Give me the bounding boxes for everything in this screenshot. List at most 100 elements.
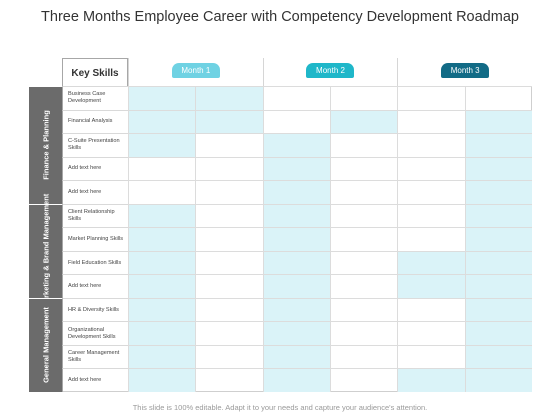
timeline-cell [195,109,263,134]
timeline-cell [397,227,465,251]
timeline-cell [128,86,196,110]
timeline-cell [464,109,532,134]
timeline-cell [464,274,532,298]
timeline-cell [330,203,398,228]
timeline-cell [195,156,263,181]
timeline-cell [397,203,465,228]
timeline-cell [262,109,330,134]
timeline-cell [195,86,263,110]
group-band: General Management [29,297,62,392]
timeline-cell [464,133,532,157]
timeline-cell [397,180,465,204]
roadmap-board: Key Skills Month 1 Month 2 Month 3 Finance … [29,58,532,392]
skill-cell: Add text here [62,368,128,392]
timeline-cell [330,274,398,298]
timeline-cell [262,86,330,110]
timeline-cell [128,274,196,298]
timeline-cell [464,344,532,369]
group-label: Marketing & Brand Management [41,193,50,309]
month-tab-3[interactable]: Month 3 [441,63,490,78]
skill-cell: Business Case Development [62,86,128,110]
timeline-cell [464,203,532,228]
timeline-cell [330,250,398,275]
timeline-cell [330,297,398,322]
timeline-cell [195,203,263,228]
timeline-cell [128,133,196,157]
timeline-cell [195,297,263,322]
timeline-cell [195,368,263,392]
timeline-cell [397,133,465,157]
timeline-cell [128,227,196,251]
group-band: Marketing & Brand Management [29,194,62,309]
timeline-cell [330,344,398,369]
timeline-cell [330,109,398,134]
timeline-cell [195,250,263,275]
month-header-3: Month 3 [397,58,532,86]
key-skills-header: Key Skills [62,58,128,86]
timeline-cell [262,297,330,322]
timeline-cell [464,86,532,110]
timeline-cell [128,109,196,134]
timeline-cell [464,180,532,204]
timeline-cell [262,250,330,275]
timeline-cell [464,250,532,275]
skill-cell: Add text here [62,156,128,181]
timeline-cell [464,297,532,322]
timeline-cell [128,250,196,275]
timeline-cell [262,203,330,228]
timeline-cell [397,156,465,181]
timeline-cell [195,133,263,157]
skill-cell: Organizational Development Skills [62,321,128,345]
footer-note: This slide is 100% editable. Adapt it to… [132,403,428,412]
skill-cell: Add text here [62,274,128,298]
timeline-cell [195,180,263,204]
skill-cell: Career Management Skills [62,344,128,369]
timeline-cell [195,321,263,345]
timeline-cell [397,109,465,134]
timeline-cell [262,274,330,298]
timeline-cell [397,86,465,110]
group-band: Finance & Planning [29,86,62,204]
timeline-cell [397,297,465,322]
group-label: General Management [41,307,50,384]
skill-cell: HR & Diversity Skills [62,297,128,322]
timeline-cell [262,321,330,345]
timeline-cell [128,180,196,204]
timeline-cell [128,321,196,345]
timeline-cell [262,344,330,369]
timeline-cell [464,321,532,345]
timeline-cell [195,227,263,251]
timeline-cell [262,133,330,157]
timeline-cell [397,321,465,345]
timeline-cell [397,274,465,298]
timeline-cell [195,344,263,369]
timeline-cell [262,227,330,251]
timeline-cell [464,156,532,181]
skill-cell: Field Education Skills [62,250,128,275]
timeline-cell [330,180,398,204]
timeline-cell [330,156,398,181]
skill-cell: Market Planning Skills [62,227,128,251]
timeline-cell [397,368,465,392]
month-tab-2[interactable]: Month 2 [306,63,355,78]
timeline-cell [330,133,398,157]
key-skills-label: Key Skills [71,68,119,79]
month-tab-1[interactable]: Month 1 [171,63,220,78]
timeline-cell [128,156,196,181]
timeline-cell [397,344,465,369]
timeline-cell [397,250,465,275]
skill-cell: Financial Analysis [62,109,128,134]
timeline-cell [195,274,263,298]
skill-cell: C-Suite Presentation Skills [62,133,128,157]
month-header-2: Month 2 [262,58,398,86]
group-label: Finance & Planning [41,110,50,181]
timeline-cell [464,227,532,251]
timeline-cell [128,368,196,392]
month-header-1: Month 1 [128,58,263,86]
skill-cell: Client Relationship Skills [62,203,128,228]
timeline-cell [128,297,196,322]
timeline-cell [330,321,398,345]
timeline-cell [262,156,330,181]
timeline-cell [262,368,330,392]
page-title: Three Months Employee Career with Compet… [41,9,519,25]
